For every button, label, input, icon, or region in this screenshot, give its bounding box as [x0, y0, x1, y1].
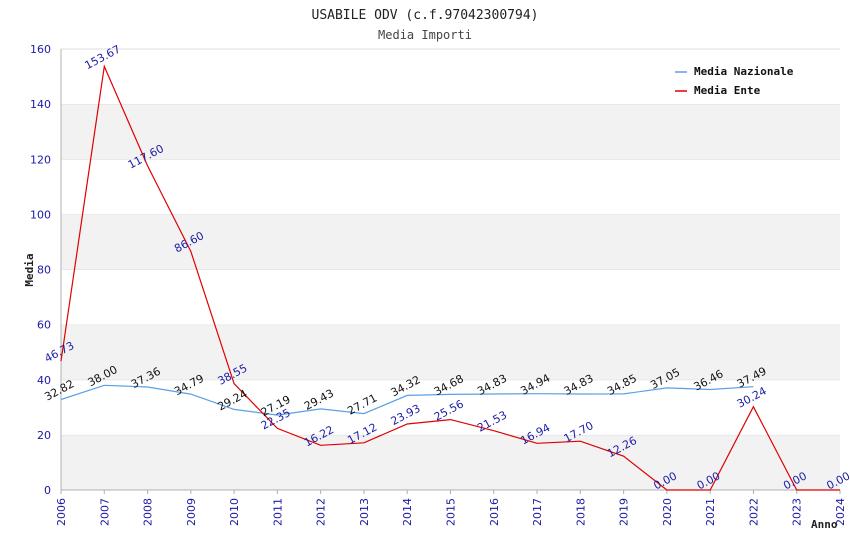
x-tick-label: 2015 — [445, 498, 458, 526]
x-axis-title: Anno — [811, 518, 838, 531]
x-tick-label: 2009 — [185, 498, 198, 526]
grid-band — [61, 324, 840, 380]
x-tick-label: 2024 — [834, 498, 847, 526]
y-tick-label: 160 — [30, 43, 51, 56]
x-tick-label: 2023 — [791, 498, 804, 526]
series-line-ente — [60, 64, 840, 491]
x-tick-label: 2006 — [55, 498, 68, 526]
x-tick-label: 2020 — [661, 498, 674, 526]
y-tick-label: 0 — [44, 484, 51, 497]
series-line-nazionale — [60, 384, 754, 416]
y-tick-label: 120 — [30, 153, 51, 166]
y-tick-label: 140 — [30, 98, 51, 111]
x-tick-label: 2017 — [531, 498, 544, 526]
x-tick-label: 2018 — [574, 498, 587, 526]
x-tick-label: 2021 — [704, 498, 717, 526]
x-tick-label: 2013 — [358, 498, 371, 526]
y-axis-title: Media — [23, 253, 36, 286]
grid-band — [61, 434, 840, 490]
grid-band — [61, 104, 840, 160]
x-tick-label: 2011 — [271, 498, 284, 526]
legend-label-ente: Media Ente — [694, 84, 761, 97]
x-tick-label: 2019 — [618, 498, 631, 526]
x-tick-label: 2012 — [315, 498, 328, 526]
y-tick-label: 20 — [37, 429, 51, 442]
y-tick-label: 100 — [30, 208, 51, 221]
grid-band — [61, 159, 840, 215]
x-tick-label: 2008 — [142, 498, 155, 526]
chart-title: USABILE ODV (c.f.97042300794) — [312, 8, 539, 23]
grid-bands — [61, 48, 840, 490]
legend: Media Nazionale Media Ente — [670, 60, 809, 101]
chart-subtitle: Media Importi — [378, 28, 472, 42]
x-tick-label: 2014 — [401, 498, 414, 526]
legend-label-nazionale: Media Nazionale — [694, 65, 794, 78]
y-tick-labels: 0 20 40 60 80 100 120 140 160 — [30, 43, 51, 497]
legend-box — [670, 60, 809, 101]
x-tick-label: 2010 — [228, 498, 241, 526]
series-lines — [60, 64, 840, 491]
x-tick-label: 2016 — [488, 498, 501, 526]
grid-band — [61, 214, 840, 270]
x-tick-labels: 2006 2007 2008 2009 2010 2011 2012 2013 2014 2015… — [55, 490, 847, 526]
y-tick-label: 80 — [37, 264, 51, 277]
x-tick-label: 2022 — [747, 498, 760, 526]
x-tick-label: 2007 — [98, 498, 111, 526]
grid-band — [61, 269, 840, 325]
y-tick-label: 40 — [37, 374, 51, 387]
y-tick-label: 60 — [37, 319, 51, 332]
